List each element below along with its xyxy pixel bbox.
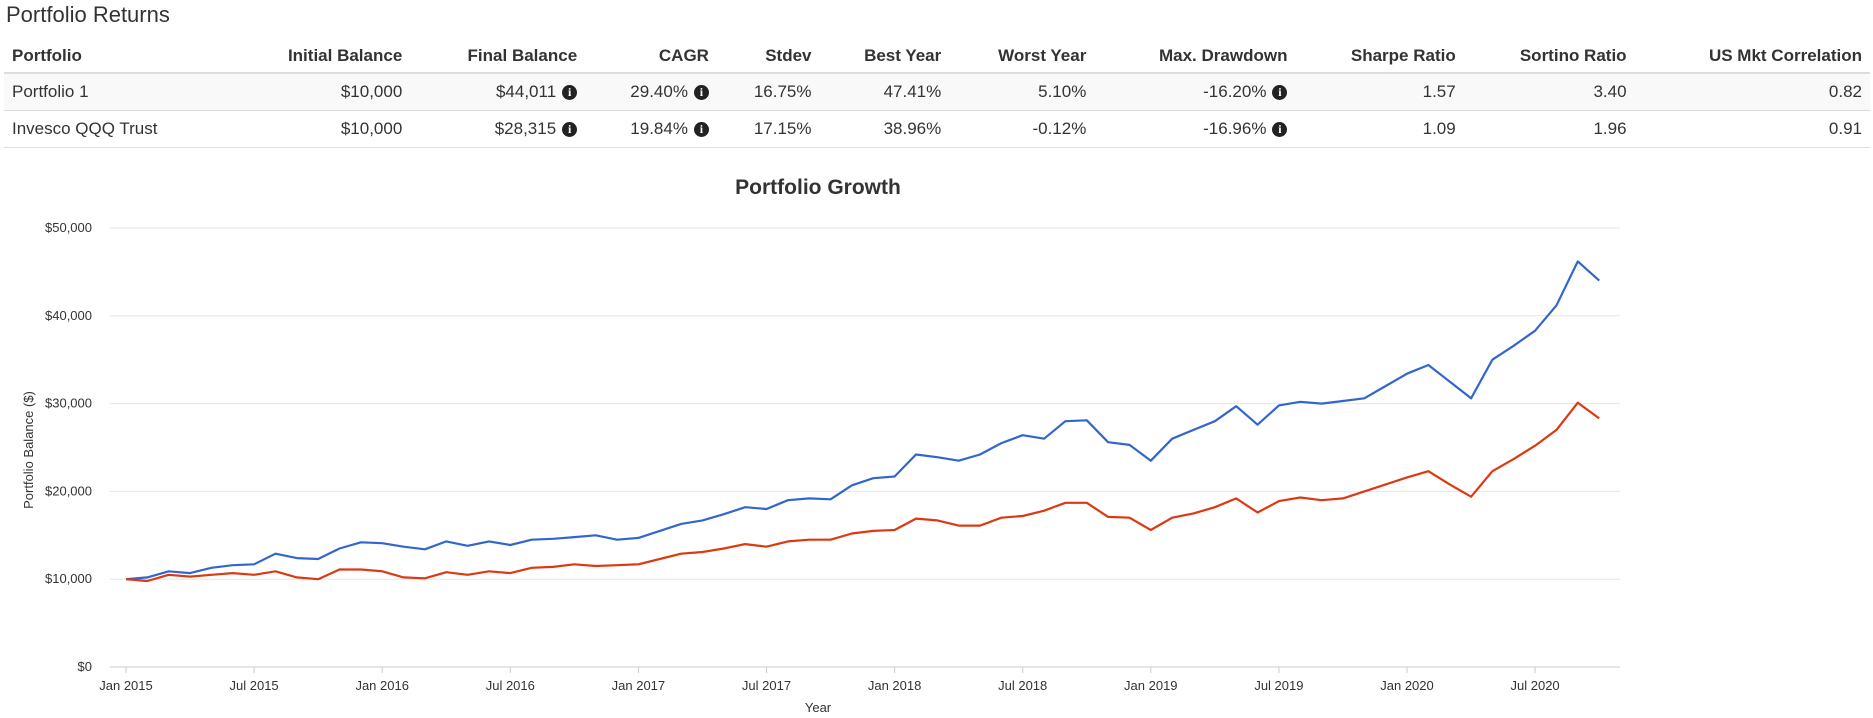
y-tick-label: $10,000 bbox=[45, 571, 92, 586]
x-tick-label: Jul 2018 bbox=[998, 678, 1047, 693]
info-icon[interactable]: i bbox=[693, 122, 709, 137]
section-title: Portfolio Returns bbox=[6, 2, 170, 27]
column-header: Sortino Ratio bbox=[1463, 40, 1635, 74]
info-icon[interactable]: i bbox=[1272, 85, 1288, 100]
table-cell: -0.12% bbox=[949, 110, 1095, 148]
column-header: Portfolio bbox=[4, 40, 229, 74]
series-line bbox=[125, 401, 1600, 583]
cell-text: 17.15% bbox=[753, 119, 812, 138]
column-header: Max. Drawdown bbox=[1094, 40, 1296, 74]
table-cell: 1.96 bbox=[1463, 110, 1635, 148]
cell-text: Portfolio 1 bbox=[12, 82, 89, 101]
x-tick-label: Jan 2015 bbox=[99, 678, 153, 693]
cell-text: 16.75% bbox=[753, 82, 812, 101]
cell-text: 38.96% bbox=[883, 119, 942, 138]
table-body: Portfolio 1 $10,000 $44,011 i 29.40% i 16.75% 4… bbox=[4, 73, 1870, 148]
table-cell: 19.84% i bbox=[585, 110, 717, 148]
y-axis-label: Portfolio Balance ($) bbox=[21, 391, 36, 509]
x-tick-label: Jul 2016 bbox=[486, 678, 535, 693]
table-cell: Portfolio 1 bbox=[4, 73, 229, 111]
column-header: Worst Year bbox=[949, 40, 1095, 74]
chart-title: Portfolio Growth bbox=[735, 176, 901, 199]
info-icon[interactable]: i bbox=[1272, 122, 1288, 137]
cell-text: -16.20% bbox=[1203, 82, 1267, 101]
table-cell: $10,000 bbox=[228, 110, 411, 148]
info-icon[interactable]: i bbox=[693, 85, 709, 100]
info-icon[interactable]: i bbox=[562, 122, 578, 137]
column-header: Best Year bbox=[819, 40, 950, 74]
table-cell: 5.10% bbox=[949, 73, 1095, 111]
y-tick-label: $0 bbox=[78, 659, 92, 674]
column-header: Initial Balance bbox=[228, 40, 411, 74]
table-cell: 29.40% i bbox=[585, 73, 717, 111]
table-cell: $44,011 i bbox=[410, 73, 586, 111]
table-cell: 1.09 bbox=[1295, 110, 1464, 148]
column-header: Final Balance bbox=[410, 40, 586, 74]
table-cell: 17.15% bbox=[716, 110, 820, 148]
table-cell: $28,315 i bbox=[410, 110, 586, 148]
y-tick-label: $50,000 bbox=[45, 220, 92, 235]
y-tick-label: $30,000 bbox=[45, 396, 92, 411]
cell-text: 1.09 bbox=[1422, 119, 1456, 138]
cell-text: 5.10% bbox=[1038, 82, 1087, 101]
x-tick-label: Jan 2019 bbox=[1124, 678, 1178, 693]
cell-text: -16.96% bbox=[1203, 119, 1267, 138]
cell-text: 29.40% bbox=[630, 82, 688, 101]
cell-text: $10,000 bbox=[340, 119, 403, 138]
series-line bbox=[125, 260, 1600, 581]
table-cell: 0.82 bbox=[1634, 73, 1870, 111]
table-cell: $10,000 bbox=[228, 73, 411, 111]
x-tick-label: Jan 2018 bbox=[868, 678, 922, 693]
y-tick-label: $20,000 bbox=[45, 483, 92, 498]
column-header: CAGR bbox=[585, 40, 717, 74]
column-header: US Mkt Correlation bbox=[1634, 40, 1870, 74]
cell-text: $44,011 bbox=[495, 82, 557, 101]
column-header: Sharpe Ratio bbox=[1295, 40, 1464, 74]
table-cell: 47.41% bbox=[819, 73, 950, 111]
growth-chart: Portfolio Growth Year Portfolio Balance … bbox=[21, 176, 1620, 715]
x-tick-label: Jul 2020 bbox=[1511, 678, 1560, 693]
cell-text: 19.84% bbox=[630, 119, 688, 138]
table-cell: -16.20% i bbox=[1094, 73, 1296, 111]
x-tick-label: Jul 2019 bbox=[1254, 678, 1303, 693]
table-row: Portfolio 1 $10,000 $44,011 i 29.40% i 16.75% 4… bbox=[4, 73, 1870, 111]
cell-text: $10,000 bbox=[340, 82, 403, 101]
x-tick-label: Jul 2015 bbox=[230, 678, 279, 693]
x-tick-label: Jul 2017 bbox=[742, 678, 791, 693]
column-header: Stdev bbox=[716, 40, 820, 74]
returns-table: Portfolio Initial Balance Final Balance CAG… bbox=[4, 40, 1870, 148]
table-row: Invesco QQQ Trust $10,000 $28,315 i 19.84% i 1… bbox=[4, 110, 1870, 148]
table-cell: 0.91 bbox=[1634, 110, 1870, 148]
cell-text: 1.57 bbox=[1422, 82, 1456, 101]
table-cell: 38.96% bbox=[819, 110, 950, 148]
x-axis-label: Year bbox=[805, 700, 832, 715]
cell-text: $28,315 bbox=[494, 119, 557, 138]
x-tick-label: Jan 2016 bbox=[355, 678, 409, 693]
info-icon[interactable]: i bbox=[562, 85, 578, 100]
x-tick-label: Jan 2020 bbox=[1380, 678, 1434, 693]
table-cell: 1.57 bbox=[1295, 73, 1464, 111]
table-header: Portfolio Initial Balance Final Balance CAG… bbox=[4, 40, 1870, 74]
y-tick-label: $40,000 bbox=[45, 308, 92, 323]
table-cell: Invesco QQQ Trust bbox=[4, 110, 229, 148]
table-cell: -16.96% i bbox=[1094, 110, 1296, 148]
table-cell: 16.75% bbox=[716, 73, 820, 111]
cell-text: 47.41% bbox=[883, 82, 942, 101]
cell-text: 3.40 bbox=[1593, 82, 1627, 101]
cell-text: Invesco QQQ Trust bbox=[12, 119, 158, 138]
table-cell: 3.40 bbox=[1463, 73, 1635, 111]
cell-text: 0.82 bbox=[1828, 82, 1862, 101]
cell-text: 1.96 bbox=[1593, 119, 1627, 138]
cell-text: 0.91 bbox=[1828, 119, 1862, 138]
x-tick-label: Jan 2017 bbox=[612, 678, 666, 693]
cell-text: -0.12% bbox=[1032, 119, 1087, 138]
